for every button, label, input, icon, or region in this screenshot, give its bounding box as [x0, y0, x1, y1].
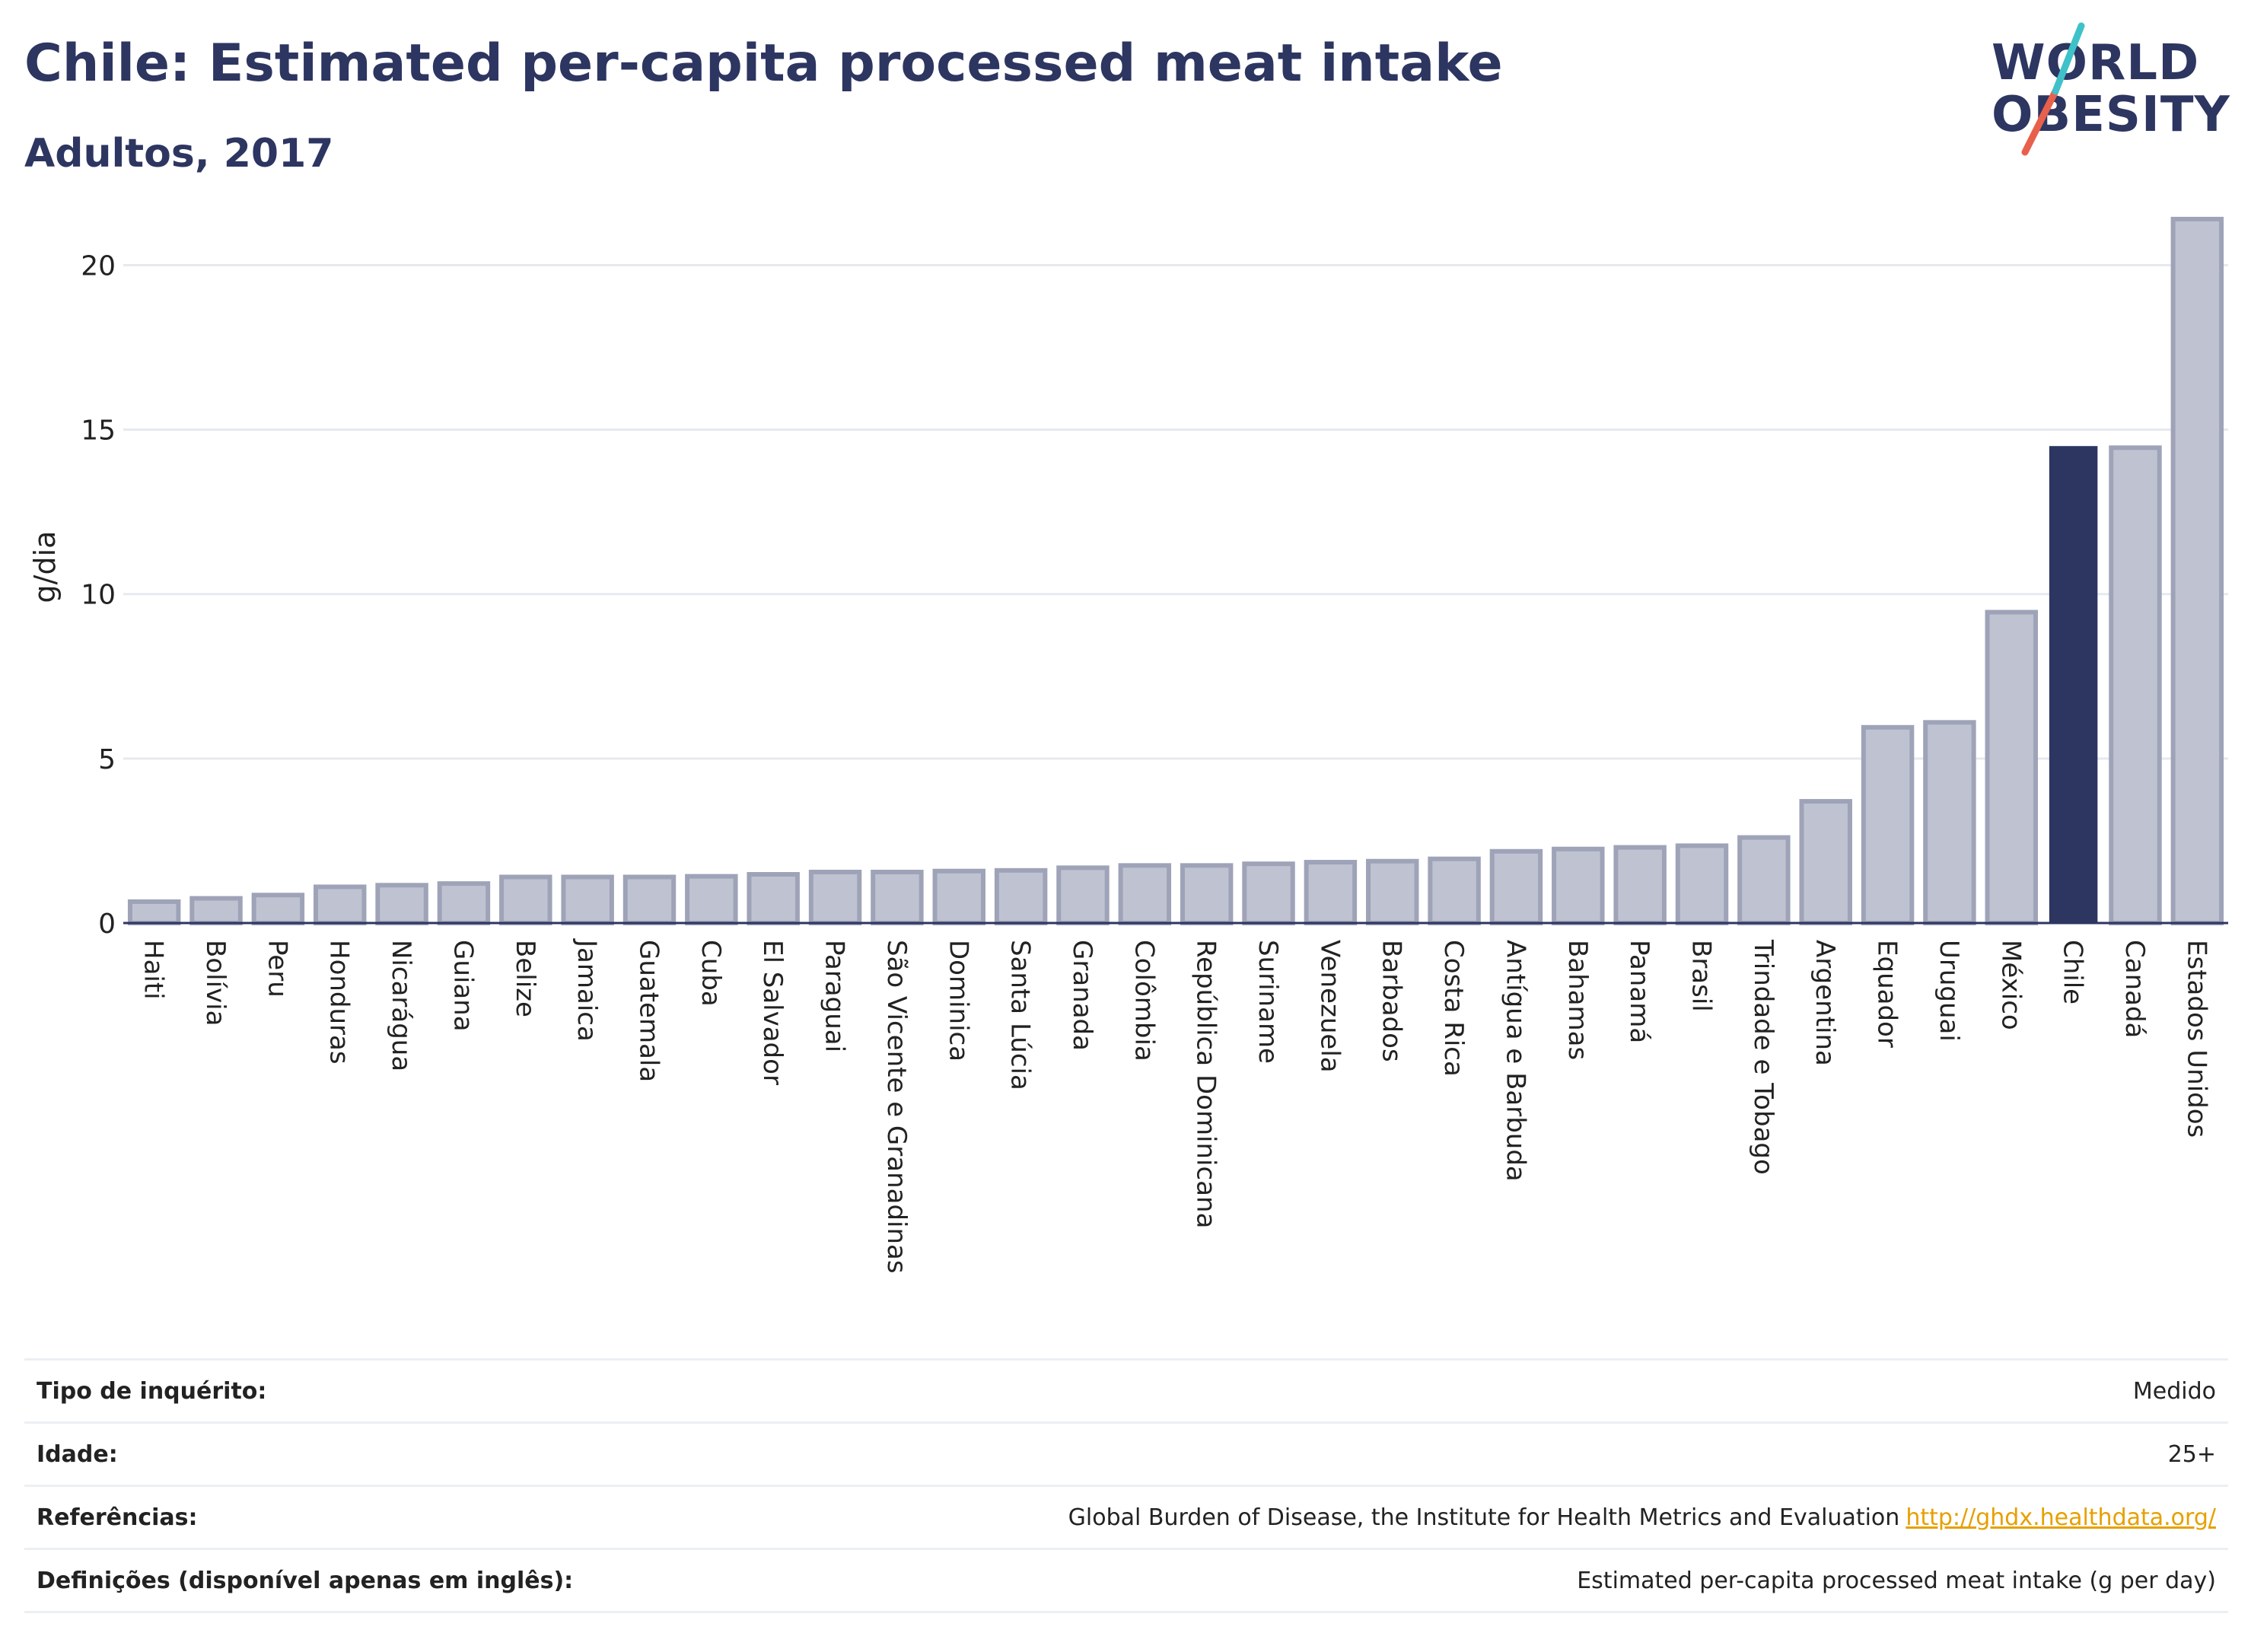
- y-tick-label: 15: [81, 415, 116, 447]
- x-tick-label: Canadá: [2119, 940, 2150, 1038]
- bar-República Dominicana[interactable]: [1180, 863, 1234, 926]
- bar-Dominica[interactable]: [932, 868, 985, 926]
- bar-Estados Unidos[interactable]: [2170, 216, 2224, 926]
- bar-Barbados[interactable]: [1366, 858, 1419, 926]
- bar-Panamá[interactable]: [1613, 845, 1667, 925]
- x-tick-label: Suriname: [1253, 940, 1283, 1064]
- x-axis-labels: Haiti Bolívia Peru Honduras Nicarágua Guiana B…: [138, 938, 2212, 1274]
- info-table: Tipo de inquérito: Medido Idade: 25+ Ref…: [24, 1358, 2228, 1613]
- x-tick-label: Equador: [1872, 940, 1902, 1048]
- info-row-survey: Tipo de inquérito: Medido: [24, 1361, 2228, 1424]
- x-tick-label: Brasil: [1686, 940, 1717, 1012]
- bar-Bahamas[interactable]: [1552, 846, 1605, 926]
- x-tick-label: Uruguai: [1934, 940, 1964, 1042]
- info-row-age: Idade: 25+: [24, 1424, 2228, 1487]
- bar-Cuba[interactable]: [685, 874, 738, 926]
- x-tick-label: Haiti: [138, 940, 169, 1000]
- info-row-definitions: Definições (disponível apenas em inglês)…: [24, 1550, 2228, 1613]
- references-text: Global Burden of Disease, the Institute …: [1068, 1504, 1900, 1531]
- x-tick-label: Peru: [262, 940, 292, 998]
- survey-type-value: Medido: [2132, 1377, 2216, 1405]
- y-tick-label: 5: [98, 744, 116, 775]
- x-tick-label: Chile: [2058, 940, 2088, 1004]
- logo-line-1: WORLD: [1992, 35, 2200, 91]
- x-tick-label: Bolívia: [200, 940, 231, 1026]
- x-tick-label: República Dominicana: [1191, 940, 1221, 1228]
- bar-Antígua e Barbuda[interactable]: [1489, 848, 1543, 925]
- bar-Belize[interactable]: [499, 874, 552, 925]
- bar-Honduras[interactable]: [314, 884, 367, 925]
- bar-Haiti[interactable]: [127, 899, 181, 925]
- y-tick-label: 20: [81, 250, 116, 282]
- bar-Suriname[interactable]: [1242, 861, 1295, 926]
- bars: [127, 216, 2224, 926]
- bar-Nicarágua[interactable]: [375, 883, 428, 926]
- age-label: Idade:: [37, 1440, 118, 1468]
- bar-Venezuela[interactable]: [1304, 860, 1358, 925]
- bar-Equador[interactable]: [1861, 724, 1915, 925]
- x-tick-label: Estados Unidos: [2181, 940, 2211, 1138]
- x-tick-label: Costa Rica: [1438, 940, 1469, 1077]
- bar-chart: 0 5 10 15 20 g/dia Haiti Bolívia Peru Honduras N…: [28, 216, 2228, 1274]
- grid-lines: [123, 263, 2228, 760]
- bar-Paraguai[interactable]: [808, 869, 862, 925]
- bar-Canadá[interactable]: [2109, 445, 2162, 925]
- survey-type-label: Tipo de inquérito:: [37, 1377, 267, 1405]
- bar-Trindade e Tobago[interactable]: [1737, 835, 1791, 926]
- x-tick-label: Guatemala: [634, 940, 664, 1082]
- x-tick-label: Colômbia: [1129, 940, 1159, 1062]
- x-tick-label: Dominica: [943, 940, 973, 1062]
- chart-subtitle: Adultos, 2017: [24, 131, 334, 177]
- x-tick-label: Honduras: [324, 940, 355, 1065]
- bar-Santa Lúcia[interactable]: [994, 867, 1048, 925]
- bar-Guiana[interactable]: [437, 881, 491, 926]
- x-tick-label: Jamaica: [572, 938, 602, 1042]
- x-tick-label: Santa Lúcia: [1005, 940, 1036, 1090]
- definitions-value: Estimated per-capita processed meat inta…: [1577, 1567, 2216, 1594]
- x-tick-label: Trindade e Tobago: [1748, 939, 1778, 1175]
- chart-title: Chile: Estimated per-capita processed me…: [24, 33, 1503, 94]
- x-tick-label: México: [1995, 940, 2026, 1030]
- logo-slash-icon: [2021, 22, 2085, 156]
- bar-Peru[interactable]: [251, 893, 305, 926]
- x-tick-label: Belize: [510, 940, 540, 1017]
- y-tick-label: 10: [81, 580, 116, 611]
- info-row-references: Referências: Global Burden of Disease, t…: [24, 1487, 2228, 1550]
- references-label: Referências:: [37, 1504, 198, 1531]
- x-tick-label: Bahamas: [1562, 940, 1593, 1060]
- bar-El Salvador[interactable]: [747, 872, 800, 926]
- bar-Granada[interactable]: [1056, 865, 1110, 925]
- references-link[interactable]: http://ghdx.healthdata.org/: [1906, 1504, 2216, 1531]
- definitions-label: Definições (disponível apenas em inglês)…: [37, 1567, 574, 1594]
- bar-Costa Rica[interactable]: [1428, 856, 1481, 925]
- y-axis-label: g/dia: [28, 531, 62, 603]
- x-tick-label: Paraguai: [820, 940, 850, 1052]
- bar-México[interactable]: [1985, 610, 2038, 925]
- bar-Brasil[interactable]: [1675, 843, 1729, 925]
- y-axis-ticks: 0 5 10 15 20: [81, 250, 116, 940]
- references-value: Global Burden of Disease, the Institute …: [1068, 1504, 2216, 1531]
- x-tick-label: São Vicente e Granadinas: [881, 940, 912, 1274]
- bar-Colômbia[interactable]: [1118, 863, 1172, 926]
- x-tick-label: Argentina: [1810, 940, 1840, 1066]
- x-tick-label: Granada: [1067, 940, 1097, 1051]
- bar-São Vicente e Granadinas[interactable]: [871, 869, 924, 925]
- x-tick-label: Venezuela: [1314, 940, 1345, 1073]
- x-tick-label: Guiana: [447, 940, 478, 1032]
- bar-Argentina[interactable]: [1799, 799, 1852, 925]
- x-tick-label: Cuba: [696, 940, 726, 1007]
- age-value: 25+: [2167, 1440, 2216, 1468]
- x-tick-label: El Salvador: [757, 940, 788, 1085]
- bar-Bolívia[interactable]: [189, 896, 243, 926]
- bar-Uruguai[interactable]: [1923, 720, 1976, 926]
- x-tick-label: Panamá: [1624, 940, 1654, 1043]
- bar-highlight-Chile[interactable]: [2049, 446, 2098, 923]
- world-obesity-logo[interactable]: WORLD OBESITY: [1982, 15, 2241, 167]
- bar-Jamaica[interactable]: [561, 874, 614, 925]
- x-tick-label: Antígua e Barbuda: [1500, 940, 1530, 1182]
- y-tick-label: 0: [98, 909, 116, 940]
- x-tick-label: Nicarágua: [386, 940, 416, 1071]
- bar-Guatemala[interactable]: [622, 874, 677, 925]
- x-tick-label: Barbados: [1377, 940, 1407, 1062]
